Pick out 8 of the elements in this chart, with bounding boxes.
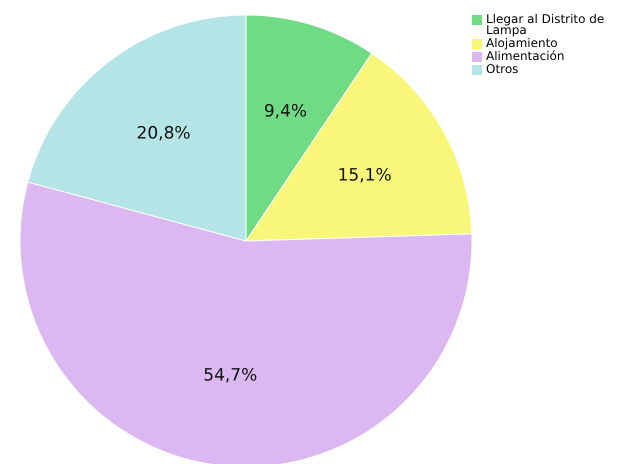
legend-label: Otros <box>486 62 518 76</box>
legend-label: Llegar al Distrito de Lampa <box>486 12 606 37</box>
data-label: 9,4% <box>264 101 308 122</box>
legend-label: Alimentación <box>486 49 564 63</box>
data-label: 15,1% <box>338 165 392 186</box>
data-label: 20,8% <box>136 123 191 144</box>
legend-label: Alojamiento <box>486 36 558 50</box>
data-label: 54,7% <box>203 366 258 386</box>
